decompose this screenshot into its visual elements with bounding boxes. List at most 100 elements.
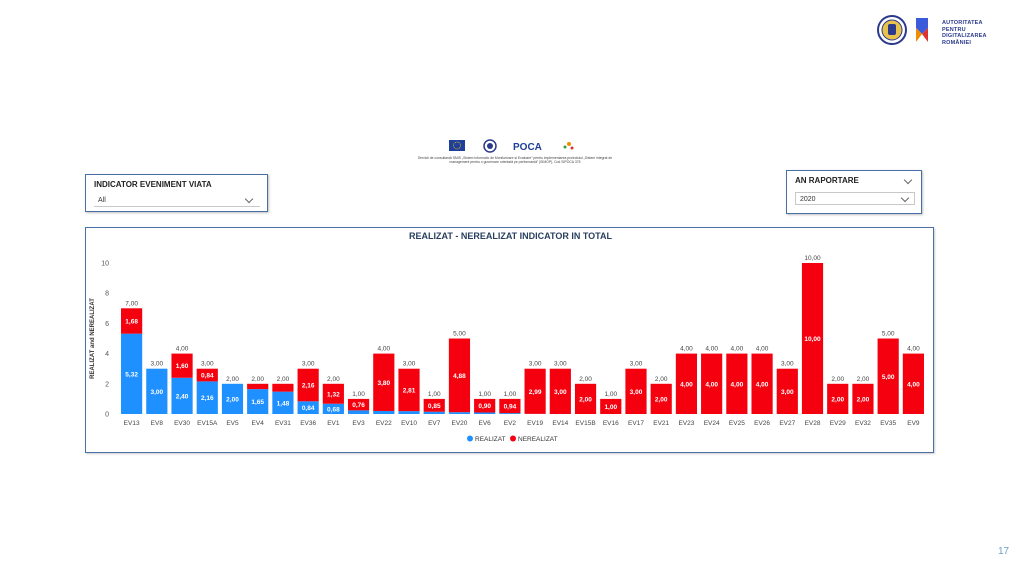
bar-nerealizat <box>474 398 496 413</box>
year-dropdown[interactable]: 2020 <box>795 192 915 205</box>
data-label-nerealizat: 0,85 <box>428 403 441 410</box>
indicator-dropdown[interactable]: All <box>94 194 260 207</box>
bar-nerealizat <box>272 383 294 392</box>
total-label: 3,00 <box>630 361 643 368</box>
total-label: 3,00 <box>201 361 214 368</box>
data-label-realizat: 1,65 <box>251 399 264 406</box>
x-tick-label: EV30 <box>174 420 190 427</box>
bar-nerealizat <box>701 353 723 414</box>
data-label-nerealizat: 4,00 <box>907 381 920 388</box>
total-label: 1,00 <box>478 391 491 398</box>
bar-nerealizat <box>650 383 672 414</box>
x-tick-label: EV8 <box>151 420 164 427</box>
bar-nerealizat <box>549 368 571 414</box>
data-label-realizat: 2,00 <box>226 396 239 403</box>
bar-nerealizat <box>171 353 193 378</box>
bar-realizat <box>322 403 344 414</box>
bar-nerealizat <box>196 368 218 382</box>
bar-nerealizat <box>801 263 824 414</box>
bar-nerealizat <box>675 353 698 414</box>
y-tick-label: 0 <box>105 412 109 419</box>
data-label-nerealizat: 4,88 <box>453 373 466 380</box>
x-tick-label: EV25 <box>729 420 745 427</box>
bar-realizat <box>347 410 370 414</box>
total-label: 2,00 <box>655 376 668 383</box>
romania-coat-of-arms-icon <box>877 15 928 45</box>
bar-realizat <box>499 413 521 414</box>
chevron-down-icon[interactable] <box>900 193 910 203</box>
total-label: 3,00 <box>302 361 315 368</box>
chart-title: REALIZAT - NEREALIZAT INDICATOR IN TOTAL <box>409 231 612 241</box>
data-label-nerealizat: 4,00 <box>731 381 744 388</box>
data-label-nerealizat: 4,00 <box>705 381 718 388</box>
chevron-down-icon[interactable] <box>903 175 913 185</box>
org-line: AUTORITATEA <box>942 20 983 26</box>
stacked-bar-chart: 0 2 4 6 8 10 REALIZAT and NEREALIZAT 5,32 1,68 7,… <box>90 255 924 443</box>
year-selected-value: 2020 <box>800 196 816 203</box>
total-label: 1,00 <box>504 391 517 398</box>
total-label: 1,00 <box>604 391 617 398</box>
x-tick-label: EV15A <box>197 420 218 427</box>
bar-nerealizat <box>574 383 597 414</box>
x-tick-label: EV3 <box>352 420 365 427</box>
adr-logo: AUTORITATEA PENTRU DIGITALIZAREA ROMÂNIE… <box>876 14 1006 54</box>
project-caption: Servicii de consultanță SMIS „Sistem Inf… <box>405 156 625 165</box>
x-tick-label: EV16 <box>603 420 619 427</box>
chevron-down-icon[interactable] <box>244 194 254 204</box>
bar-realizat <box>448 412 471 414</box>
data-label-nerealizat: 4,00 <box>756 381 769 388</box>
data-label-nerealizat: 2,00 <box>831 396 844 403</box>
data-label-nerealizat: 5,00 <box>882 374 895 381</box>
data-label-nerealizat: 3,00 <box>630 389 643 396</box>
bar-realizat <box>221 383 244 414</box>
bar-nerealizat <box>373 353 395 411</box>
data-label-nerealizat: 2,00 <box>655 396 668 403</box>
y-tick-label: 6 <box>105 321 109 328</box>
x-tick-label: EV19 <box>527 420 543 427</box>
x-tick-label: EV10 <box>401 420 417 427</box>
x-tick-label: EV21 <box>653 420 669 427</box>
bar-nerealizat <box>297 368 319 402</box>
year-slicer[interactable]: AN RAPORTARE 2020 <box>786 170 922 214</box>
bar-nerealizat <box>121 308 143 334</box>
x-tick-label: EV17 <box>628 420 644 427</box>
bar-nerealizat <box>499 398 521 414</box>
total-label: 2,00 <box>251 376 264 383</box>
bar-nerealizat <box>448 338 471 413</box>
data-label-realizat: 0,68 <box>327 406 340 413</box>
legend-label-realizat: REALIZAT <box>475 436 506 443</box>
government-seal-icon <box>483 139 497 153</box>
chart-container: REALIZAT - NEREALIZAT INDICATOR IN TOTAL… <box>85 227 934 453</box>
data-label-nerealizat: 1,32 <box>327 391 340 398</box>
data-label-realizat: 5,32 <box>125 371 138 378</box>
data-label-nerealizat: 0,90 <box>478 403 491 410</box>
x-tick-label: EV15B <box>575 420 595 427</box>
bar-nerealizat <box>524 368 546 414</box>
page-number: 17 <box>998 546 1010 557</box>
total-label: 4,00 <box>705 346 718 353</box>
indicator-slicer[interactable]: INDICATOR EVENIMENT VIATA All <box>85 174 268 212</box>
bar-realizat <box>171 377 193 414</box>
x-tick-label: EV22 <box>376 420 392 427</box>
data-label-realizat: 0,84 <box>302 405 315 412</box>
org-line: ROMÂNIEI <box>942 39 972 46</box>
y-tick-label: 2 <box>105 381 109 388</box>
x-tick-label: EV1 <box>327 420 340 427</box>
total-label: 4,00 <box>377 346 390 353</box>
adr-logo-text: AUTORITATEA PENTRU DIGITALIZAREA ROMÂNIE… <box>942 20 987 46</box>
total-label: 2,00 <box>857 376 870 383</box>
data-label-nerealizat: 2,00 <box>857 396 870 403</box>
data-label-nerealizat: 2,00 <box>579 396 592 403</box>
data-label-nerealizat: 3,00 <box>781 389 794 396</box>
bar-nerealizat <box>423 398 445 412</box>
total-label: 3,00 <box>403 361 416 368</box>
legend-marker-realizat <box>467 435 473 442</box>
year-slicer-title: AN RAPORTARE <box>795 176 859 185</box>
total-label: 3,00 <box>151 361 164 368</box>
x-tick-label: EV20 <box>452 420 468 427</box>
total-label: 7,00 <box>125 300 138 307</box>
bar-nerealizat <box>852 383 874 414</box>
total-label: 1,00 <box>428 391 441 398</box>
data-label-realizat: 3,00 <box>151 389 164 396</box>
data-label-nerealizat: 3,80 <box>377 380 390 387</box>
